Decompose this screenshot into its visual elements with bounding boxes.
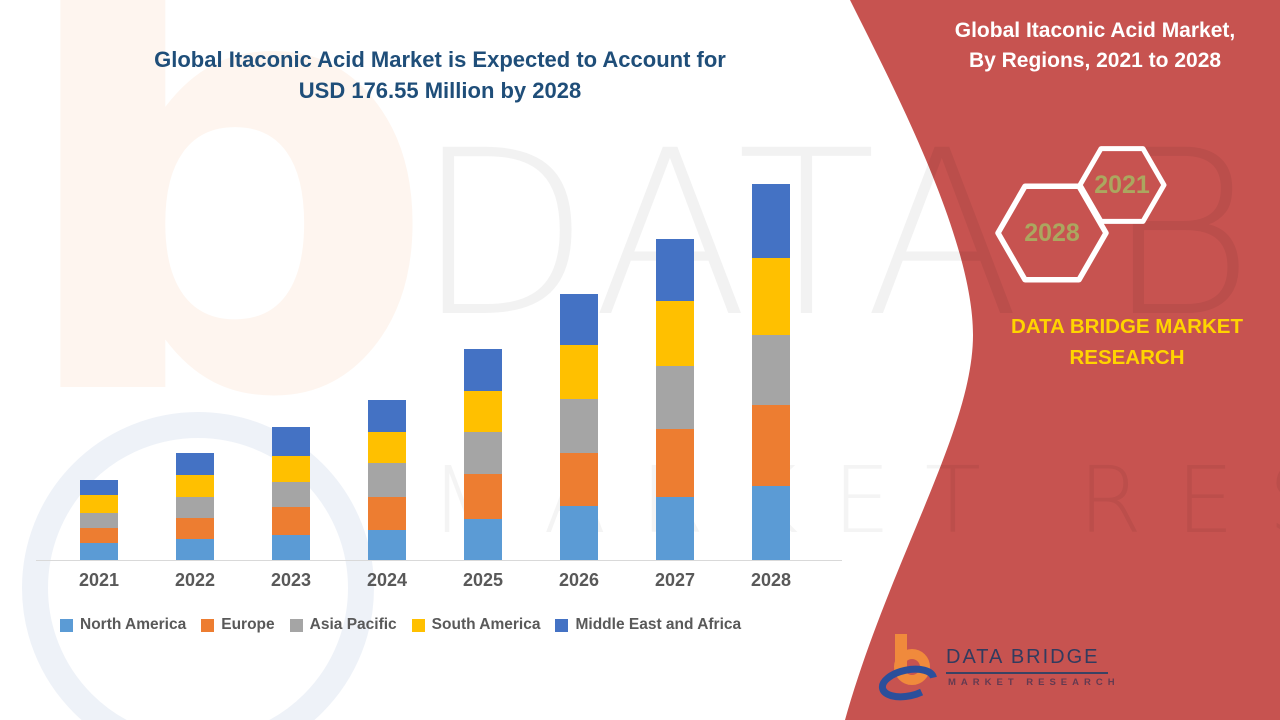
segment-2022-asia-pacific <box>176 496 214 518</box>
legend-item-europe: Europe <box>201 616 275 634</box>
x-label-2028: 2028 <box>750 570 792 590</box>
bars <box>60 0 840 560</box>
databridge-logo-icon <box>878 634 938 701</box>
hexagon-2021-label: 2021 <box>1094 171 1150 199</box>
segment-2021-south-america <box>80 494 118 513</box>
legend-label-asia-pacific: Asia Pacific <box>309 616 397 633</box>
databridge-logo: DATA BRIDGE MARKET RESEARCH <box>878 632 1138 712</box>
legend-marker-north-america <box>60 618 73 632</box>
legend-label-south-america: South America <box>431 616 541 633</box>
segment-2021-asia-pacific <box>80 512 118 528</box>
segment-2027-north-america <box>656 496 694 560</box>
segment-2027-south-america <box>656 300 694 367</box>
x-label-2023: 2023 <box>270 570 312 590</box>
x-axis-line <box>36 560 842 561</box>
segment-2028-middle-east-and-africa <box>752 184 790 259</box>
segment-2022-south-america <box>176 474 214 497</box>
hexagon-2028-label: 2028 <box>1024 219 1080 247</box>
bar-2028 <box>752 184 790 560</box>
segment-2024-south-america <box>368 432 406 464</box>
legend-label-north-america: North America <box>80 616 187 633</box>
segment-2027-middle-east-and-africa <box>656 239 694 301</box>
panel-title-line1: Global Itaconic Acid Market, <box>954 19 1236 42</box>
segment-2025-north-america <box>464 518 502 560</box>
segment-2026-europe <box>560 452 598 506</box>
legend-marker-south-america <box>411 618 425 632</box>
segment-2028-europe <box>752 405 790 486</box>
x-label-2027: 2027 <box>654 570 696 590</box>
chart-title-line2: USD 176.55 Million by 2028 <box>298 78 582 103</box>
legend-label-europe: Europe <box>221 616 275 633</box>
segment-2022-north-america <box>176 538 214 560</box>
hexagon-2021 <box>1077 146 1167 224</box>
x-axis-labels: 2021 2022 2023 2024 2025 2026 2027 2028 <box>60 570 840 594</box>
legend-item-south-america: South America <box>411 616 541 634</box>
logo-swoosh <box>878 665 938 701</box>
segment-2028-asia-pacific <box>752 334 790 406</box>
segment-2025-asia-pacific <box>464 432 502 475</box>
legend: North America Europe Asia Pacific South Ame… <box>60 616 741 634</box>
segment-2026-asia-pacific <box>560 399 598 453</box>
segment-2026-south-america <box>560 345 598 400</box>
segment-2026-middle-east-and-africa <box>560 293 598 346</box>
segment-2021-north-america <box>80 543 118 560</box>
legend-marker-asia-pacific <box>289 618 303 632</box>
bar-2022 <box>176 452 214 560</box>
brand-name-line1: DATA BRIDGE MARKET <box>1011 315 1243 338</box>
logo-wordmark: DATA BRIDGE <box>946 646 1100 668</box>
bar-2026 <box>560 293 598 560</box>
segment-2024-middle-east-and-africa <box>368 400 406 433</box>
chart-title-line1: Global Itaconic Acid Market is Expected … <box>154 47 726 72</box>
panel-title-line2: By Regions, 2021 to 2028 <box>968 49 1222 72</box>
segment-2023-north-america <box>272 534 310 560</box>
segment-2024-europe <box>368 496 406 530</box>
logo-subtext: MARKET RESEARCH <box>948 677 1120 688</box>
segment-2023-middle-east-and-africa <box>272 427 310 456</box>
hexagon-2028 <box>995 183 1109 283</box>
segment-2027-europe <box>656 429 694 497</box>
brand-name-line2: RESEARCH <box>1069 346 1185 369</box>
legend-item-north-america: North America <box>60 616 186 634</box>
segment-2022-middle-east-and-africa <box>176 452 214 475</box>
logo-underline <box>946 672 1108 674</box>
x-label-2022: 2022 <box>174 570 216 590</box>
legend-item-asia-pacific: Asia Pacific <box>289 616 397 634</box>
segment-2023-south-america <box>272 455 310 482</box>
segment-2022-europe <box>176 517 214 539</box>
year-hexagons: 2021 2028 <box>995 146 1167 283</box>
segment-2021-middle-east-and-africa <box>80 479 118 495</box>
right-panel: DATA BRIDGE MARKET RESEARCH Global Itaco… <box>820 0 1280 720</box>
bar-2027 <box>656 239 694 560</box>
segment-2024-asia-pacific <box>368 463 406 497</box>
bar-2023 <box>272 427 310 560</box>
x-label-2024: 2024 <box>366 570 408 590</box>
segment-2025-middle-east-and-africa <box>464 348 502 391</box>
segment-2025-south-america <box>464 390 502 433</box>
segment-2026-north-america <box>560 505 598 560</box>
segment-2028-south-america <box>752 258 790 335</box>
segment-2021-europe <box>80 527 118 543</box>
bar-2025 <box>464 348 502 560</box>
segment-2023-europe <box>272 506 310 535</box>
bar-2021 <box>80 479 118 560</box>
segment-2025-europe <box>464 474 502 519</box>
legend-label-middle-east-and-africa: Middle East and Africa <box>575 616 742 633</box>
x-label-2026: 2026 <box>558 570 600 590</box>
brand-name: DATA BRIDGE MARKET RESEARCH <box>982 311 1272 373</box>
segment-2024-north-america <box>368 529 406 560</box>
legend-marker-middle-east-and-africa <box>555 618 569 632</box>
chart-title: Global Itaconic Acid Market is Expected … <box>90 44 790 106</box>
bar-2024 <box>368 400 406 560</box>
segment-2027-asia-pacific <box>656 366 694 430</box>
legend-marker-europe <box>201 618 215 632</box>
x-label-2025: 2025 <box>462 570 504 590</box>
panel-title: Global Itaconic Acid Market, By Regions,… <box>920 16 1270 76</box>
x-label-2021: 2021 <box>78 570 120 590</box>
panel-content: Global Itaconic Acid Market, By Regions,… <box>820 0 1280 720</box>
segment-2023-asia-pacific <box>272 481 310 507</box>
segment-2028-north-america <box>752 485 790 560</box>
legend-item-middle-east-and-africa: Middle East and Africa <box>555 616 741 634</box>
